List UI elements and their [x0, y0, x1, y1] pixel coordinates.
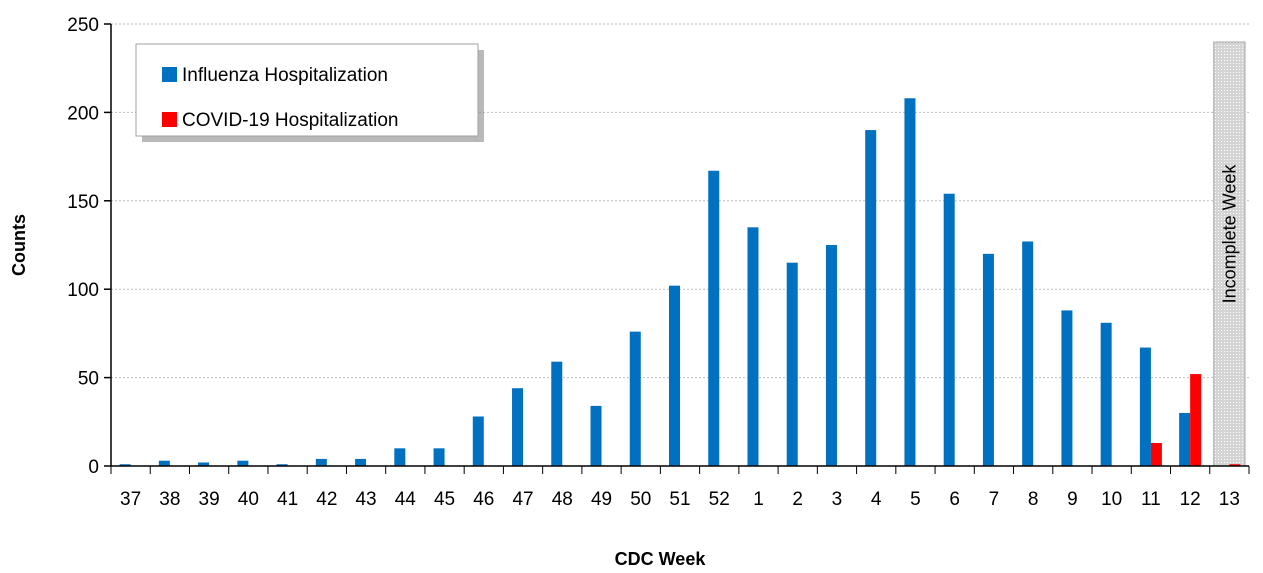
y-tick-label-200: 200 [67, 103, 99, 124]
bar-influenza-week-6 [943, 193, 955, 466]
x-axis-title: CDC Week [615, 549, 707, 569]
bar-influenza-week-51 [669, 285, 680, 466]
x-tick-label-2: 2 [792, 489, 803, 510]
bar-influenza-week-47 [512, 388, 524, 466]
bar-influenza-week-10 [1100, 322, 1112, 466]
bar-influenza-week-5 [904, 98, 916, 467]
bar-influenza-week-41 [276, 464, 288, 466]
x-tick-label-47: 47 [512, 489, 533, 510]
bar-influenza-week-8 [1022, 241, 1034, 466]
legend-frame [135, 43, 479, 137]
bar-influenza-week-9 [1061, 310, 1073, 466]
x-tick-label-9: 9 [1067, 489, 1078, 510]
bar-influenza-week-38 [158, 460, 170, 466]
x-tick-label-41: 41 [277, 489, 298, 510]
bar-covid-week-13 [1229, 464, 1241, 466]
bar-influenza-week-40 [237, 460, 249, 466]
x-tick-label-52: 52 [709, 489, 730, 510]
bars [119, 98, 1241, 467]
x-tick-label-48: 48 [552, 489, 573, 510]
bar-influenza-week-52 [708, 170, 720, 466]
y-tick-label-50: 50 [78, 369, 99, 390]
bar-influenza-week-1 [747, 227, 759, 466]
x-tick-label-1: 1 [753, 489, 764, 510]
x-tick-label-11: 11 [1141, 489, 1161, 510]
bar-influenza-week-48 [551, 361, 563, 466]
x-tick-label-49: 49 [591, 489, 612, 510]
y-tick-label-0: 0 [88, 457, 99, 478]
legend: Influenza Hospitalization COVID-19 Hospi… [135, 43, 484, 142]
x-tick-label-46: 46 [473, 489, 494, 510]
y-axis-title: Counts [9, 214, 29, 276]
bar-influenza-week-3 [825, 245, 837, 466]
x-tick-label-8: 8 [1028, 489, 1039, 510]
legend-swatch-covid [162, 112, 177, 127]
bar-influenza-week-11 [1139, 347, 1151, 466]
bar-covid-week-11 [1150, 443, 1162, 466]
bar-influenza-week-46 [472, 416, 484, 466]
bar-influenza-week-44 [394, 448, 406, 466]
x-tick-label-5: 5 [910, 489, 921, 510]
x-tick-label-45: 45 [434, 489, 455, 510]
x-tick-label-42: 42 [316, 489, 337, 510]
bar-influenza-week-39 [198, 462, 210, 466]
y-tick-label-250: 250 [67, 15, 99, 36]
bar-influenza-week-50 [629, 331, 641, 466]
x-tick-label-13: 13 [1219, 489, 1240, 510]
y-tick-label-100: 100 [67, 280, 99, 301]
bar-influenza-week-12 [1179, 412, 1191, 466]
bar-influenza-week-49 [590, 405, 602, 466]
y-tick-label-150: 150 [67, 192, 99, 213]
x-tick-label-37: 37 [120, 489, 141, 510]
incomplete-week-shade [1213, 41, 1246, 467]
bar-influenza-week-2 [786, 262, 798, 466]
incomplete-week-label: Incomplete Week [1219, 164, 1239, 304]
incomplete-week-box: Incomplete Week [1213, 41, 1246, 467]
bar-influenza-week-42 [315, 458, 327, 466]
bar-influenza-week-43 [355, 458, 367, 466]
bar-influenza-week-45 [433, 448, 445, 466]
x-tick-label-6: 6 [949, 489, 960, 510]
x-tick-label-39: 39 [199, 489, 220, 510]
x-tick-label-43: 43 [355, 489, 376, 510]
x-tick-label-12: 12 [1180, 489, 1201, 510]
bar-covid-week-12 [1190, 374, 1202, 466]
x-tick-label-7: 7 [989, 489, 1000, 510]
x-tick-label-50: 50 [630, 489, 651, 510]
x-tick-label-44: 44 [395, 489, 417, 510]
bar-influenza-week-7 [982, 253, 994, 466]
x-tick-label-51: 51 [669, 489, 690, 510]
x-tick-label-4: 4 [871, 489, 882, 510]
legend-label-covid: COVID-19 Hospitalization [182, 110, 398, 131]
x-tick-label-3: 3 [832, 489, 843, 510]
x-tick-label-38: 38 [159, 489, 180, 510]
bar-influenza-week-37 [119, 464, 131, 466]
legend-swatch-influenza [162, 67, 177, 82]
x-tick-label-10: 10 [1101, 489, 1122, 510]
legend-label-influenza: Influenza Hospitalization [182, 65, 388, 86]
bar-influenza-week-4 [865, 130, 877, 466]
x-tick-label-40: 40 [238, 489, 259, 510]
